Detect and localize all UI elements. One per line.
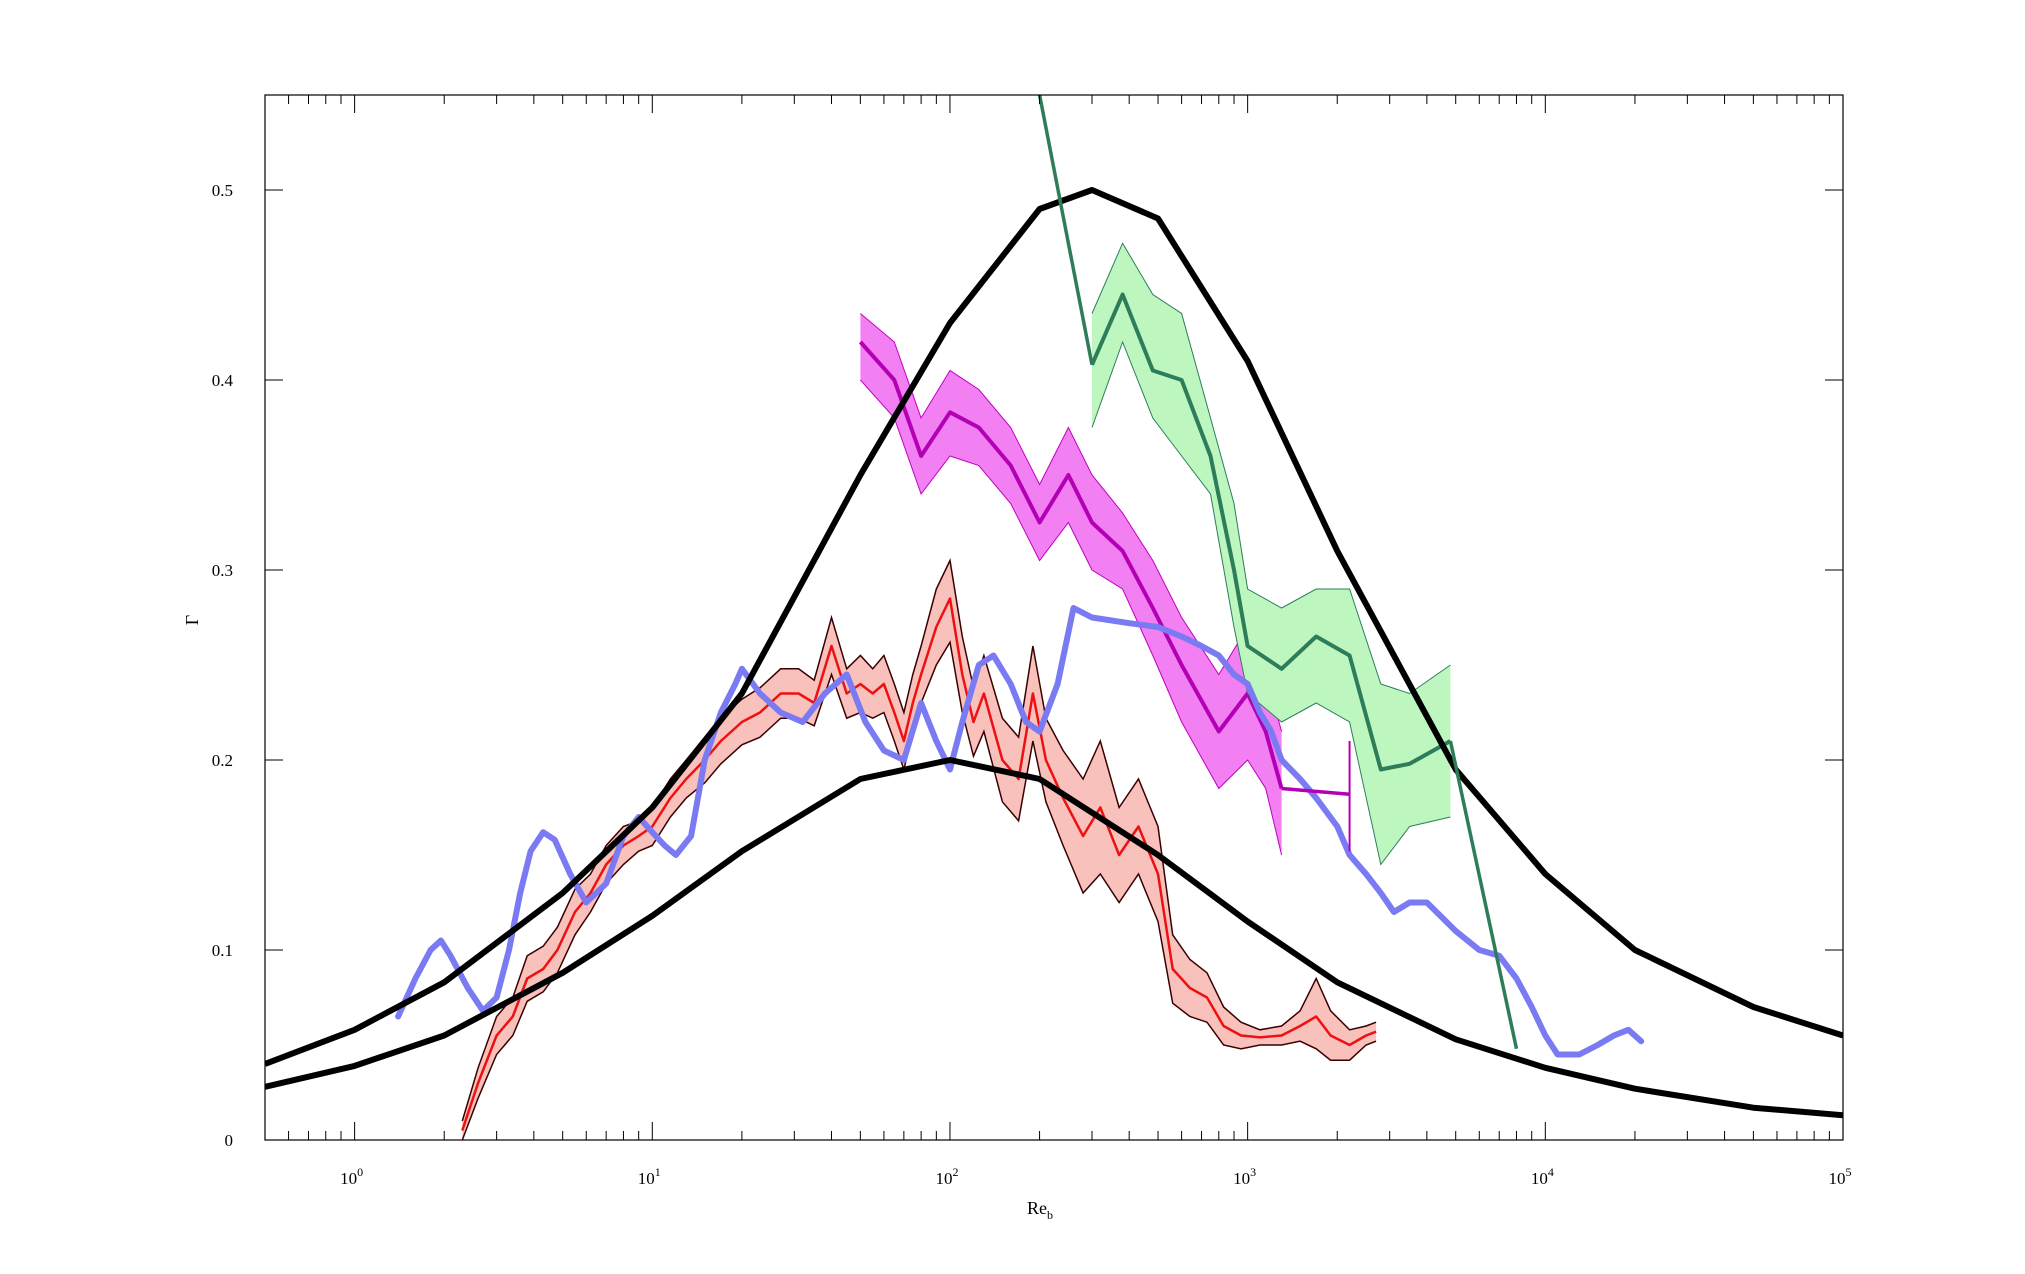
black-curve-1 <box>265 757 1843 1119</box>
red-band-area-3 <box>462 560 1377 1140</box>
magenta-band-area-4 <box>860 313 1282 855</box>
magenta-band-upper-4 <box>860 313 1283 732</box>
x-tick-label: 104 <box>1531 1165 1554 1188</box>
magenta-band-lower-4 <box>860 379 1283 856</box>
black-curve-0 <box>265 187 1843 1067</box>
ticks <box>264 95 1844 1141</box>
y-tick-label: 0.4 <box>212 371 234 390</box>
y-tick-label: 0.2 <box>212 751 233 770</box>
magenta-segment-5 <box>1281 786 1350 796</box>
red-band-upper-3 <box>461 558 1377 1122</box>
green-segment-9 <box>1448 740 1519 1050</box>
x-axis-label: Reb <box>1027 1198 1053 1222</box>
blue-series-line-2 <box>395 605 1645 1058</box>
y-tick-label: 0.1 <box>212 941 233 960</box>
x-tick-label: 103 <box>1233 1165 1256 1188</box>
y-tick-label: 0 <box>225 1131 234 1150</box>
green-band-upper-7 <box>1091 242 1451 695</box>
x-tick-label: 100 <box>340 1165 363 1188</box>
green-segment-8 <box>1037 95 1094 366</box>
x-tick-label: 105 <box>1829 1165 1852 1188</box>
y-tick-label: 0.5 <box>212 181 233 200</box>
plot-frame <box>264 94 1844 1141</box>
green-series-line-7 <box>1090 292 1452 772</box>
green-band-area-7 <box>1092 243 1451 865</box>
tick-labels: 0 0.1 0.2 0.3 0.4 0.5 100 101 102 103 104 105 <box>212 181 1852 1188</box>
magenta-series-line-4 <box>858 340 1284 790</box>
plot-series <box>265 95 1843 1140</box>
y-axis-label: Γ <box>182 615 202 625</box>
x-tick-label: 101 <box>638 1165 661 1188</box>
x-tick-label: 102 <box>935 1165 958 1188</box>
y-tick-label: 0.3 <box>212 561 233 580</box>
green-band-lower-7 <box>1091 340 1451 866</box>
